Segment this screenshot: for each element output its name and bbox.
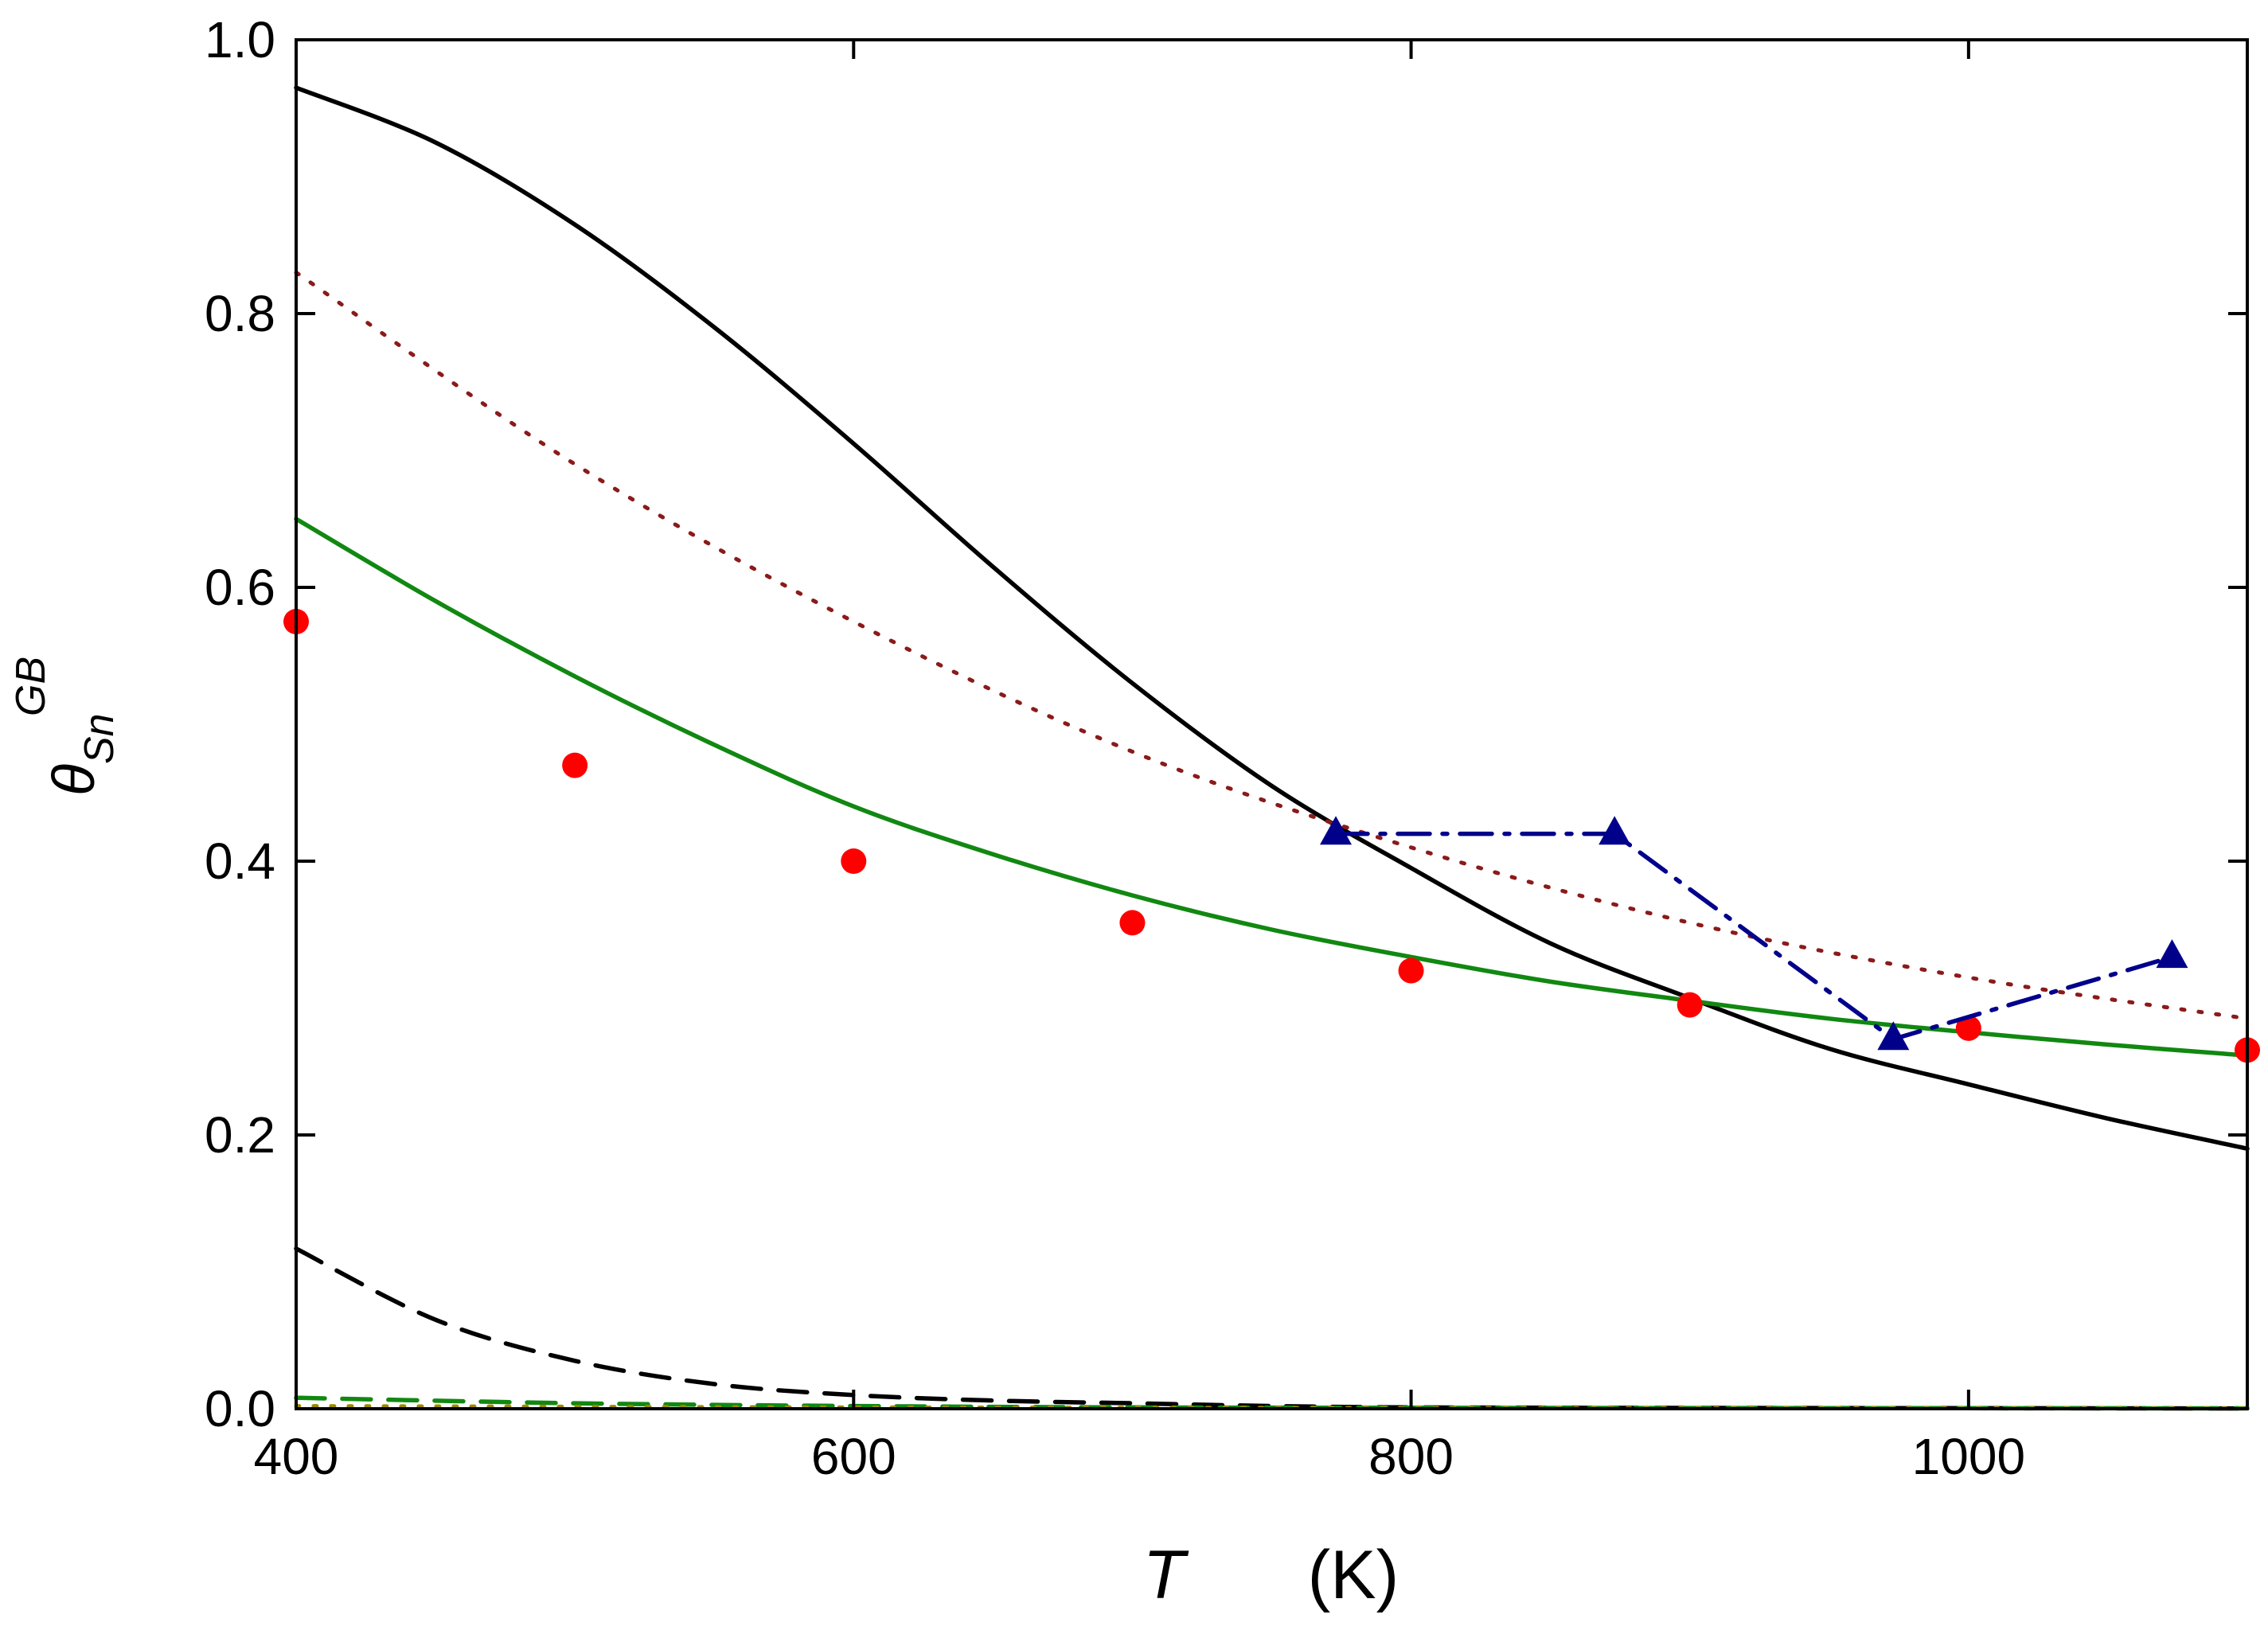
- data-point-triangle: [1877, 1021, 1910, 1051]
- series-line-black-dashed: [294, 1246, 2250, 1411]
- x-axis-title-symbol: T: [1143, 1537, 1189, 1613]
- series-line-blue-triangles: [1333, 831, 2175, 1042]
- y-tick-label: 0.6: [205, 559, 275, 616]
- data-point-circle: [1398, 957, 1424, 984]
- x-tick-label: 800: [1368, 1428, 1454, 1485]
- y-tick-label: 0.2: [205, 1106, 275, 1164]
- y-axis-title-symbol: θ: [41, 764, 107, 796]
- data-point-circle: [1955, 1015, 1981, 1041]
- data-point-triangle: [2156, 939, 2188, 969]
- data-point-circle: [1677, 992, 1703, 1018]
- data-point-circle: [1119, 910, 1146, 936]
- series-line-dark-red-dotted: [294, 270, 2250, 1021]
- x-tick-label: 600: [811, 1428, 896, 1485]
- y-tick-label: 0.4: [205, 833, 275, 890]
- y-axis-title: θ Sn GB: [8, 657, 123, 796]
- x-tick-label: 1000: [1912, 1428, 2025, 1485]
- data-point-triangle: [1599, 816, 1631, 845]
- x-axis-title-unit: (K): [1308, 1537, 1399, 1613]
- data-point-circle: [562, 752, 588, 778]
- x-tick-label: 400: [254, 1428, 339, 1485]
- ticks-layer: 400 600 800 1000 0.0 0.2 0.4 0.6 0.8 1.0: [205, 11, 2247, 1485]
- y-tick-label: 0.8: [205, 285, 275, 342]
- y-axis-title-superscript: GB: [8, 657, 54, 716]
- series-line-black-solid: [294, 85, 2250, 1151]
- y-axis-title-subscript: Sn: [76, 713, 123, 764]
- data-point-circle: [841, 848, 867, 874]
- data-point-triangle: [1320, 816, 1353, 845]
- y-tick-label: 0.0: [205, 1380, 275, 1437]
- plot-frame: [295, 38, 2249, 1410]
- series-layer: [283, 85, 2260, 1411]
- series-line-green-solid: [294, 517, 2250, 1058]
- y-tick-label: 1.0: [205, 11, 275, 68]
